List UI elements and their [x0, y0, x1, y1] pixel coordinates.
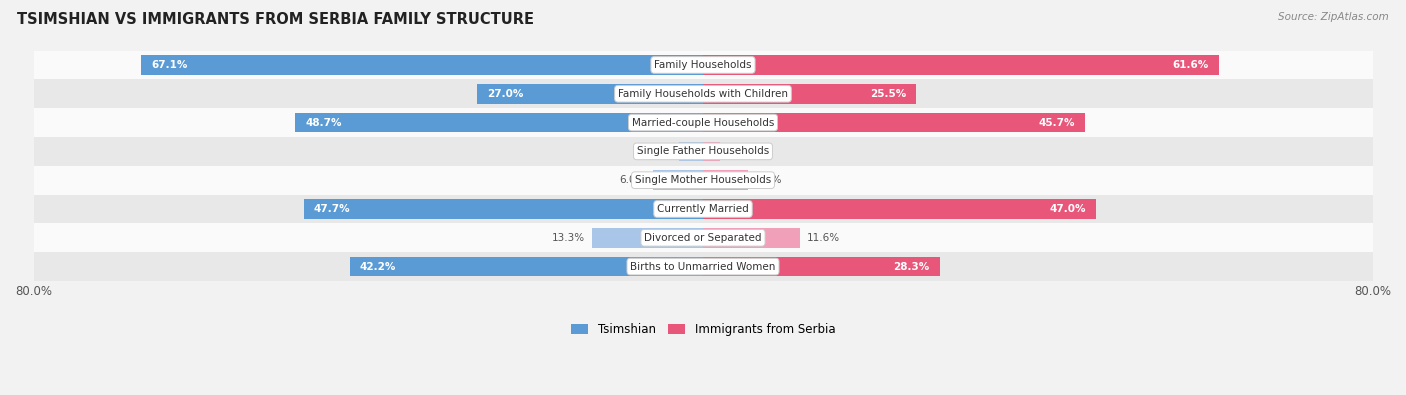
- Text: 13.3%: 13.3%: [553, 233, 585, 243]
- Text: 5.4%: 5.4%: [755, 175, 782, 185]
- Text: 67.1%: 67.1%: [152, 60, 188, 70]
- Bar: [703, 170, 748, 190]
- Legend: Tsimshian, Immigrants from Serbia: Tsimshian, Immigrants from Serbia: [567, 320, 839, 340]
- Bar: [703, 257, 939, 276]
- Bar: [703, 84, 917, 103]
- Text: 47.0%: 47.0%: [1050, 204, 1087, 214]
- Text: TSIMSHIAN VS IMMIGRANTS FROM SERBIA FAMILY STRUCTURE: TSIMSHIAN VS IMMIGRANTS FROM SERBIA FAMI…: [17, 12, 534, 27]
- Bar: [34, 166, 1372, 195]
- Text: Family Households: Family Households: [654, 60, 752, 70]
- Bar: [34, 252, 1372, 281]
- Text: Births to Unmarried Women: Births to Unmarried Women: [630, 261, 776, 272]
- Text: 61.6%: 61.6%: [1173, 60, 1209, 70]
- Bar: [34, 195, 1372, 224]
- Bar: [652, 170, 703, 190]
- Bar: [350, 257, 703, 276]
- Bar: [34, 137, 1372, 166]
- Bar: [142, 55, 703, 75]
- Bar: [703, 55, 1219, 75]
- Bar: [477, 84, 703, 103]
- Bar: [304, 199, 703, 219]
- Text: Divorced or Separated: Divorced or Separated: [644, 233, 762, 243]
- Text: Source: ZipAtlas.com: Source: ZipAtlas.com: [1278, 12, 1389, 22]
- Text: 28.3%: 28.3%: [894, 261, 929, 272]
- Text: Married-couple Households: Married-couple Households: [631, 118, 775, 128]
- Bar: [592, 228, 703, 248]
- Text: Currently Married: Currently Married: [657, 204, 749, 214]
- Text: 27.0%: 27.0%: [486, 89, 523, 99]
- Text: 48.7%: 48.7%: [305, 118, 342, 128]
- Bar: [703, 228, 800, 248]
- Bar: [679, 141, 703, 161]
- Text: Single Father Households: Single Father Households: [637, 147, 769, 156]
- Text: 2.0%: 2.0%: [727, 147, 752, 156]
- Text: 11.6%: 11.6%: [807, 233, 839, 243]
- Text: 6.0%: 6.0%: [620, 175, 647, 185]
- Text: Single Mother Households: Single Mother Households: [636, 175, 770, 185]
- Text: 47.7%: 47.7%: [314, 204, 350, 214]
- Text: 45.7%: 45.7%: [1039, 118, 1076, 128]
- Bar: [703, 199, 1097, 219]
- Bar: [703, 141, 720, 161]
- Bar: [34, 79, 1372, 108]
- Text: Family Households with Children: Family Households with Children: [619, 89, 787, 99]
- Bar: [295, 113, 703, 132]
- Text: 42.2%: 42.2%: [360, 261, 396, 272]
- Bar: [34, 224, 1372, 252]
- Bar: [34, 108, 1372, 137]
- Text: 25.5%: 25.5%: [870, 89, 907, 99]
- Text: 2.9%: 2.9%: [645, 147, 672, 156]
- Bar: [703, 113, 1085, 132]
- Bar: [34, 51, 1372, 79]
